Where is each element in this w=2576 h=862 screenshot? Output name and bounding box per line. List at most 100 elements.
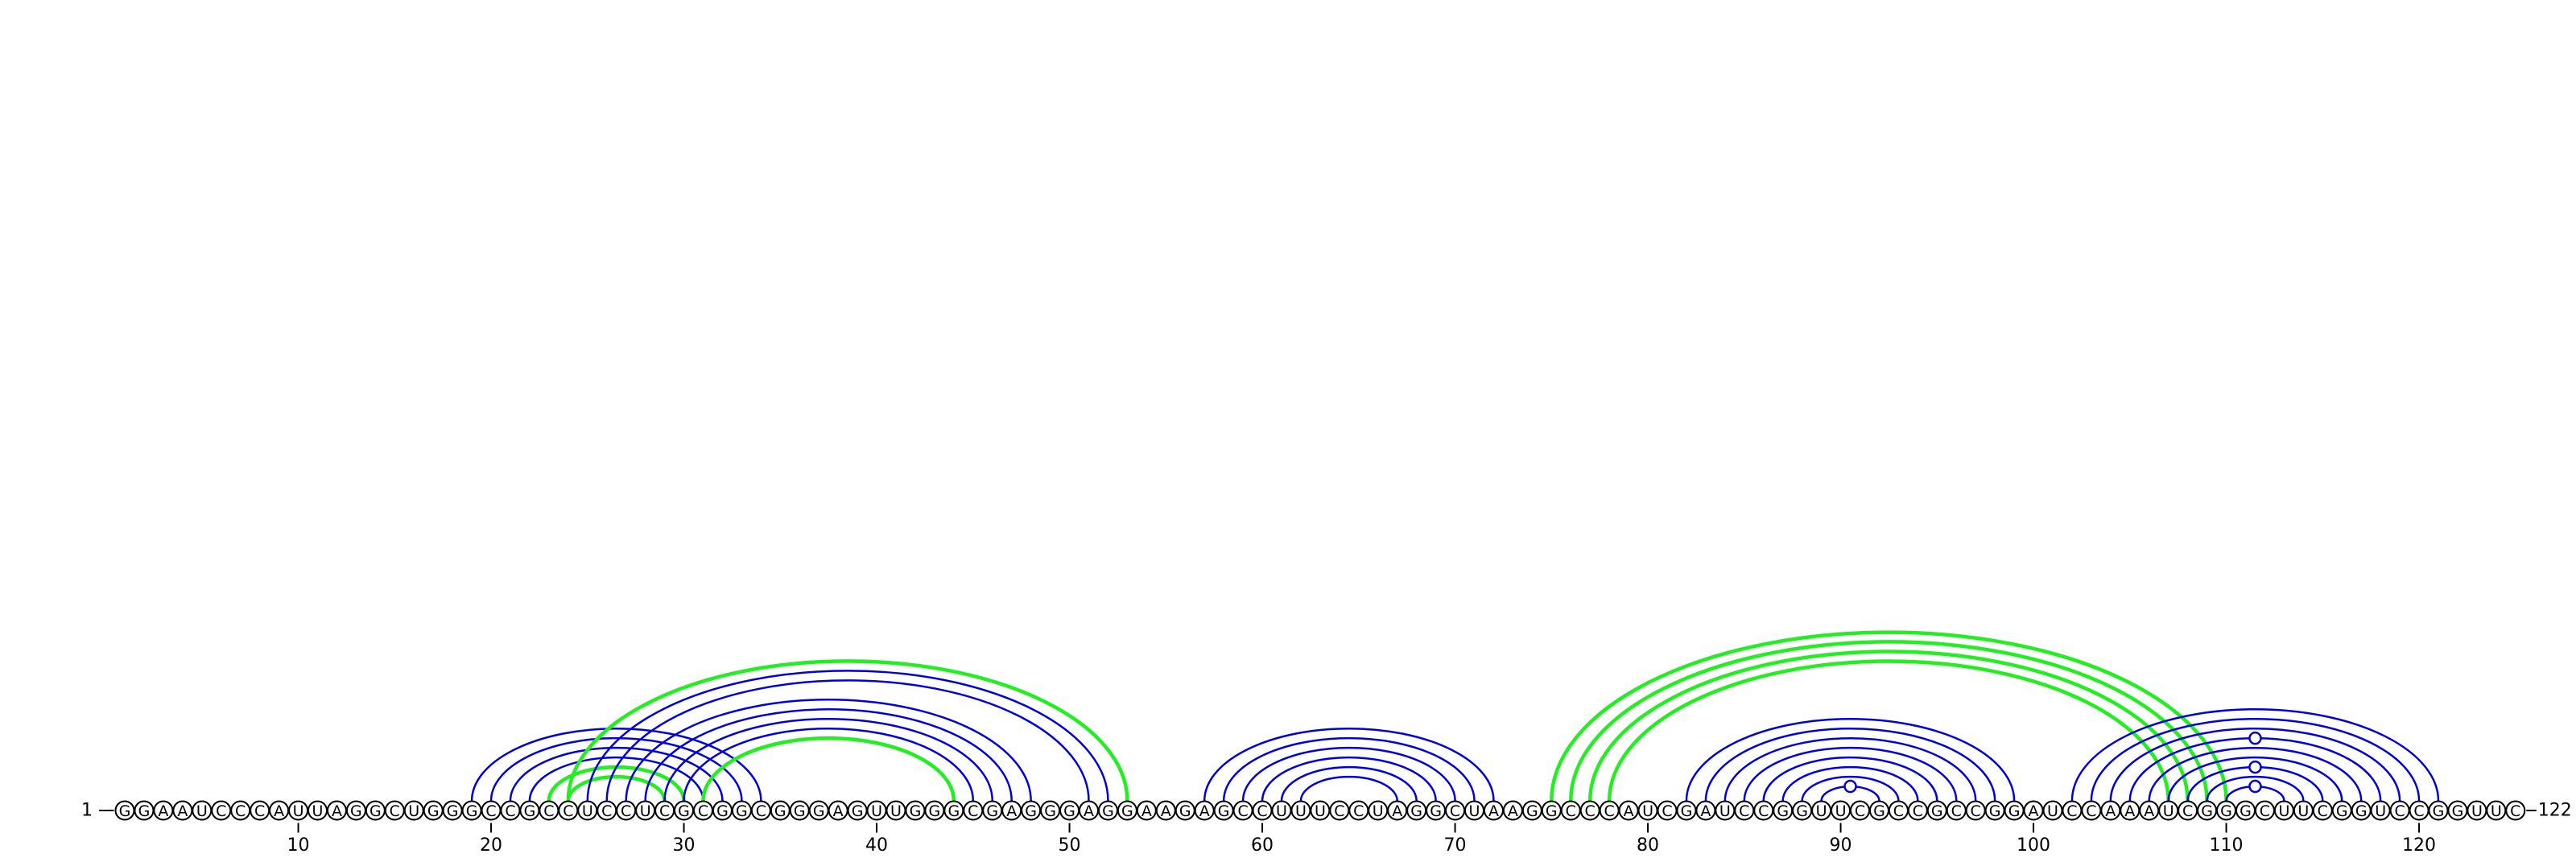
arc-87-94 — [1781, 765, 1919, 802]
nucleotide-letter: A — [1392, 802, 1402, 820]
nucleotide-letter: A — [2124, 802, 2135, 820]
nucleotide-letter: C — [390, 802, 400, 820]
nucleotide-96: C — [1946, 800, 1967, 821]
arc-25-52 — [586, 670, 1109, 802]
nucleotide-letter: U — [2278, 802, 2289, 820]
nucleotide-6: C — [211, 800, 232, 821]
arc-28-47 — [644, 708, 1013, 802]
nucleotide-15: C — [384, 800, 405, 821]
nucleotide-98: G — [1984, 800, 2005, 821]
nucleotide-letter: G — [2336, 802, 2348, 820]
nucleotide-letter: C — [1893, 802, 1904, 820]
nucleotide-31: C — [693, 800, 713, 821]
nucleotide-letter: C — [2394, 802, 2405, 820]
nucleotide-letter: C — [601, 802, 612, 820]
nucleotide-64: C — [1329, 800, 1350, 821]
nucleotide-117: G — [2351, 800, 2372, 821]
nucleotide-20: C — [481, 800, 502, 821]
nucleotide-121: G — [2428, 800, 2449, 821]
nucleotide-letter: U — [312, 802, 324, 820]
nucleotide-letter: U — [890, 802, 902, 820]
nucleotide-letter: C — [1971, 802, 1981, 820]
nucleotide-27: C — [616, 800, 637, 821]
arc-77-108 — [1587, 650, 2190, 802]
nucleotide-letter: G — [1121, 802, 1133, 820]
nucleotide-letter: U — [2491, 802, 2502, 820]
nucleotide-10: U — [288, 800, 309, 821]
tick-label-20: 20 — [480, 835, 502, 856]
nucleotide-letter: U — [2047, 802, 2058, 820]
arc-24-29 — [566, 774, 667, 802]
nucleotide-letter: G — [119, 802, 131, 820]
nucleotide-letter: G — [350, 802, 362, 820]
nucleotide-65: C — [1348, 800, 1369, 821]
nucleotide-letter: U — [1295, 802, 1307, 820]
nucleotide-87: G — [1773, 800, 1794, 821]
nucleotide-73: A — [1502, 800, 1523, 821]
nucleotide-letter: U — [2163, 802, 2174, 820]
nucleotide-letter: U — [1373, 802, 1384, 820]
nucleotide-letter: G — [1025, 802, 1037, 820]
nucleotide-26: C — [597, 800, 617, 821]
nucleotide-letter: C — [485, 802, 496, 820]
nucleotide-35: G — [770, 800, 791, 821]
arc-26-51 — [605, 679, 1090, 802]
nucleotide-80: U — [1637, 800, 1658, 821]
arc-21-32 — [509, 746, 724, 802]
nucleotide-letter: G — [1989, 802, 2001, 820]
arc-78-107 — [1607, 659, 2170, 802]
nucleotide-124: U — [2486, 800, 2507, 821]
nucleotide-letter: U — [1276, 802, 1287, 820]
nucleotide-letter: U — [1835, 802, 1847, 820]
nucleotide-letter: C — [1450, 802, 1460, 820]
nucleotide-21: C — [500, 800, 521, 821]
nucleotide-letter: A — [833, 802, 844, 820]
nucleotide-8: C — [250, 800, 270, 821]
nucleotide-letter: A — [1084, 802, 1094, 820]
nucleotide-40: U — [866, 800, 887, 821]
nucleotide-letter: C — [2510, 802, 2520, 820]
tick-label-70: 70 — [1444, 835, 1467, 856]
nucleotide-letter: G — [929, 802, 941, 820]
nucleotide-letter: A — [332, 802, 342, 820]
nucleotide-83: A — [1695, 800, 1716, 821]
nucleotide-letter: A — [2144, 802, 2154, 820]
nucleotide-letter: C — [1855, 802, 1865, 820]
nucleotide-89: U — [1811, 800, 1832, 821]
nucleotide-letter: G — [2452, 802, 2464, 820]
nucleotide-letter: A — [2029, 802, 2039, 820]
nucleotide-70: C — [1445, 800, 1466, 821]
nucleotide-letter: C — [1662, 802, 1672, 820]
nucleotide-88: G — [1792, 800, 1813, 821]
nucleotide-letter: C — [216, 802, 226, 820]
nucleotide-letter: G — [524, 802, 536, 820]
nucleotide-letter: U — [640, 802, 651, 820]
nucleotide-28: U — [635, 800, 656, 821]
arc-59-70 — [1241, 746, 1456, 802]
arc-58-71 — [1222, 736, 1476, 802]
start-label: 1 — [81, 801, 93, 821]
nucleotide-letter: U — [1469, 802, 1480, 820]
nucleotide-letter: A — [1488, 802, 1499, 820]
nucleotide-60: C — [1252, 800, 1273, 821]
nucleotide-letter: A — [1199, 802, 1210, 820]
tick-label-40: 40 — [865, 835, 888, 856]
nucleotide-letter: C — [235, 802, 246, 820]
nucleotide-letter: A — [177, 802, 188, 820]
nucleotide-letter: A — [1700, 802, 1711, 820]
nucleotide-19: G — [461, 800, 482, 821]
nucleotide-letter: C — [1257, 802, 1267, 820]
nucleotide-letter: C — [2260, 802, 2270, 820]
arc-31-44 — [701, 736, 956, 802]
nucleotide-letter: G — [2355, 802, 2368, 820]
nucleotide-letter: A — [2105, 802, 2116, 820]
nucleotide-22: G — [519, 800, 540, 821]
nucleotide-71: U — [1464, 800, 1484, 821]
nucleotide-81: C — [1657, 800, 1678, 821]
tick-label-110: 110 — [2210, 835, 2244, 856]
nucleotide-letter: C — [621, 802, 631, 820]
nucleotide-23: C — [539, 800, 559, 821]
nucleotide-72: A — [1483, 800, 1504, 821]
nucleotide-4: A — [172, 800, 193, 821]
